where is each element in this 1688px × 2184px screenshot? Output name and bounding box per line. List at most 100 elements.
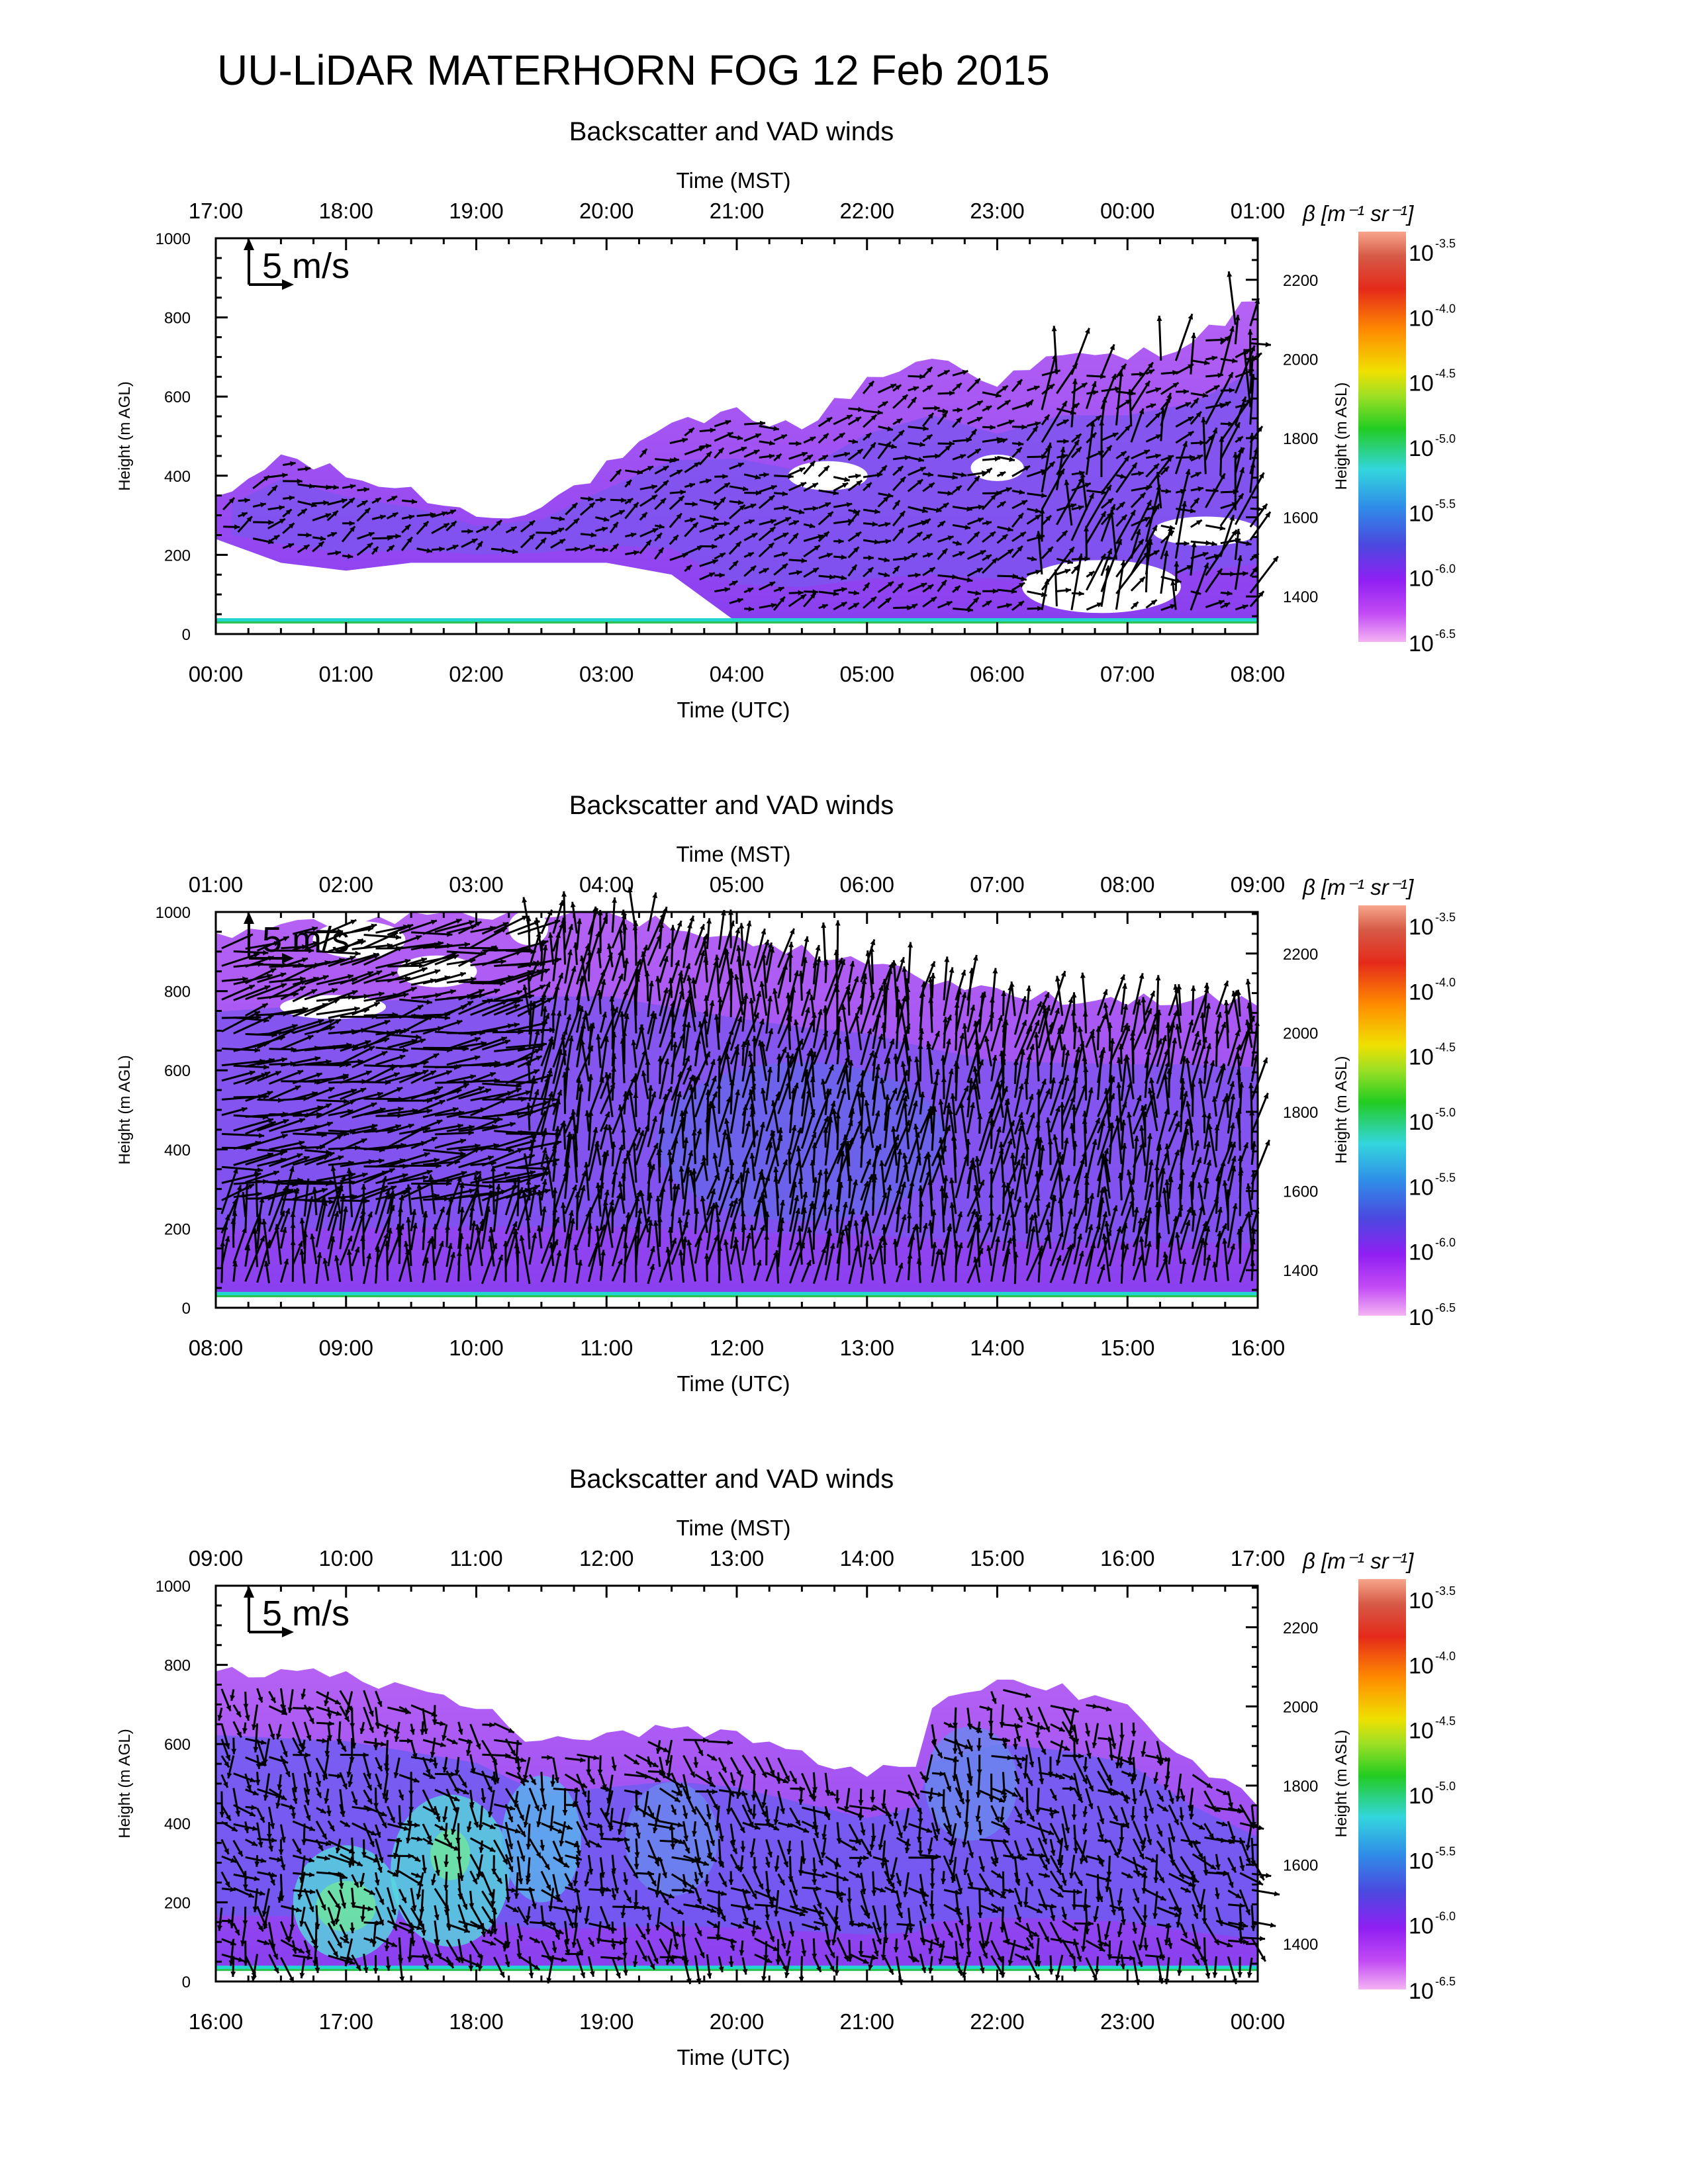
wind-arrowhead (412, 1222, 418, 1229)
wind-arrowhead (645, 1216, 650, 1223)
wind-arrowhead (411, 1209, 417, 1215)
wind-arrowhead (1063, 1138, 1069, 1144)
wind-arrow (492, 1183, 500, 1232)
wind-arrowhead (771, 603, 777, 608)
wind-arrowhead (242, 976, 248, 982)
wind-arrowhead (867, 1028, 872, 1034)
wind-arrowhead (442, 511, 447, 517)
wind-arrow (1144, 1024, 1156, 1068)
wind-arrowhead (308, 483, 315, 489)
wind-arrowhead (974, 531, 980, 538)
wind-arrowhead (1247, 329, 1253, 335)
wind-arrowhead (1196, 411, 1201, 418)
wind-arrowhead (728, 1201, 734, 1207)
wind-arrow (1163, 1187, 1170, 1234)
wind-arrowhead (1001, 438, 1008, 443)
wind-arrow (387, 967, 428, 983)
wind-arrowhead (455, 919, 462, 924)
wind-arrowhead (698, 446, 705, 452)
wind-arrow (410, 1086, 444, 1100)
wind-arrowhead (1265, 512, 1271, 518)
wind-arrowhead (769, 947, 775, 953)
wind-arrowhead (1017, 441, 1024, 447)
wind-arrowhead (972, 1066, 978, 1072)
wind-arrow (304, 933, 344, 951)
wind-arrow (269, 978, 306, 983)
wind-arrowhead (672, 1042, 678, 1048)
wind-arrowhead (919, 374, 925, 380)
wind-arrowhead (1172, 370, 1178, 376)
wind-arrowhead (1125, 425, 1131, 432)
wind-arrowhead (641, 1070, 647, 1077)
wind-arrow (457, 1233, 463, 1265)
wind-arrow (896, 1214, 906, 1248)
wind-arrow (446, 1144, 481, 1151)
wind-arrowhead (1140, 1105, 1146, 1111)
wind-arrowhead (526, 1179, 532, 1185)
wind-arrow (482, 999, 524, 1002)
wind-arrowhead (422, 1175, 428, 1181)
wind-arrow (860, 1240, 869, 1284)
wind-arrow (528, 1001, 536, 1048)
wind-arrowhead (1026, 985, 1032, 991)
wind-arrowhead (782, 491, 788, 496)
wind-arrowhead (544, 1077, 549, 1083)
wind-arrowhead (892, 1239, 898, 1245)
wind-arrowhead (1153, 550, 1160, 555)
wind-arrow (786, 992, 791, 1032)
wind-arrow (860, 1091, 865, 1134)
wind-arrowhead (906, 1212, 912, 1218)
wind-arrow (587, 906, 597, 952)
wind-arrowhead (253, 952, 259, 958)
wind-arrowhead (379, 991, 385, 997)
wind-arrowhead (1062, 453, 1068, 459)
wind-arrowhead (534, 1049, 541, 1054)
wind-arrowhead (1162, 1073, 1168, 1080)
wind-arrowhead (977, 518, 984, 523)
wind-arrowhead (1068, 997, 1074, 1003)
x-tick-label: 08:00 (1231, 662, 1286, 686)
wind-arrowhead (796, 441, 802, 447)
wind-arrowhead (804, 1071, 810, 1077)
wind-arrowhead (756, 991, 762, 997)
wind-arrowhead (308, 948, 314, 954)
wind-arrowhead (652, 528, 659, 533)
wind-arrow (1227, 1203, 1237, 1248)
wind-arrowhead (511, 1183, 517, 1189)
wind-arrowhead (1100, 1264, 1105, 1271)
wind-arrowhead (794, 1083, 799, 1089)
wind-arrowhead (1182, 1091, 1188, 1097)
wind-arrowhead (297, 1069, 303, 1075)
wind-arrowhead (1235, 1053, 1241, 1060)
wind-arrow (1140, 1236, 1147, 1283)
wind-arrow (671, 989, 684, 1034)
wind-arrowhead (864, 1100, 870, 1106)
wind-arrowhead (570, 901, 576, 908)
wind-arrowhead (796, 1128, 802, 1134)
wind-arrow (505, 920, 540, 935)
wind-arrowhead (1191, 541, 1197, 548)
wind-arrowhead (434, 969, 441, 975)
wind-arrowhead (885, 1058, 891, 1064)
wind-arrow (492, 1165, 495, 1215)
wind-arrow (955, 1032, 964, 1068)
wind-arrowhead (682, 437, 688, 443)
wind-arrow (293, 1132, 327, 1136)
wind-arrowhead (686, 975, 692, 981)
wind-arrowhead (385, 1189, 391, 1196)
wind-arrowhead (320, 535, 326, 541)
wind-arrow (540, 944, 547, 981)
wind-arrowhead (755, 433, 761, 439)
wind-arrow (316, 1007, 360, 1016)
x-tick-label: 05:00 (839, 662, 894, 686)
wind-arrowhead (1221, 1223, 1227, 1230)
wind-arrowhead (529, 534, 535, 540)
wind-arrowhead (397, 1087, 403, 1093)
wind-arrowhead (843, 1134, 849, 1140)
wind-arrowhead (1203, 982, 1209, 989)
wind-arrow (293, 1060, 332, 1067)
wind-arrow (387, 1175, 429, 1185)
wind-arrow (245, 1036, 286, 1050)
wind-arrowhead (600, 1250, 606, 1255)
wind-arrow (481, 1185, 518, 1202)
